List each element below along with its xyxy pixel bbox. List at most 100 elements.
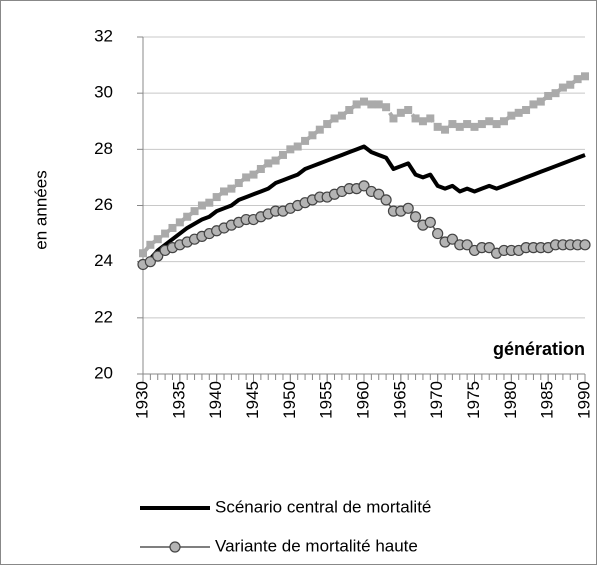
point bbox=[345, 106, 354, 115]
x-tick-label: 1985 bbox=[538, 381, 557, 419]
point bbox=[374, 100, 383, 109]
point bbox=[477, 120, 486, 129]
y-tick-label: 32 bbox=[94, 26, 113, 45]
point bbox=[522, 106, 531, 115]
x-tick-label: 1990 bbox=[574, 381, 593, 419]
point bbox=[448, 120, 457, 129]
point bbox=[139, 249, 147, 258]
point bbox=[470, 122, 479, 131]
x-tick-label: 1960 bbox=[353, 381, 372, 419]
point bbox=[212, 193, 221, 202]
point bbox=[264, 159, 273, 168]
point bbox=[551, 89, 560, 98]
x-tick-label: 1955 bbox=[317, 381, 336, 419]
point bbox=[432, 227, 444, 240]
point bbox=[197, 201, 206, 210]
point bbox=[455, 122, 464, 131]
point bbox=[358, 180, 370, 192]
point bbox=[190, 207, 199, 216]
point bbox=[396, 108, 405, 117]
point bbox=[330, 114, 339, 123]
x-tick-label: 1930 bbox=[132, 381, 151, 419]
point bbox=[380, 194, 392, 206]
point bbox=[566, 80, 575, 89]
point bbox=[315, 125, 324, 134]
point bbox=[499, 117, 508, 126]
point bbox=[441, 125, 450, 134]
point bbox=[536, 97, 545, 106]
point bbox=[337, 111, 346, 120]
point bbox=[461, 239, 473, 251]
y-tick-label: 22 bbox=[94, 307, 113, 326]
point bbox=[278, 150, 287, 159]
point bbox=[409, 211, 422, 223]
point bbox=[544, 91, 553, 100]
point bbox=[183, 212, 192, 221]
point bbox=[286, 145, 295, 154]
point bbox=[404, 106, 413, 115]
point bbox=[411, 114, 420, 123]
x-axis-label: génération bbox=[493, 339, 585, 359]
point bbox=[323, 120, 332, 129]
point bbox=[256, 164, 265, 173]
point bbox=[558, 83, 567, 92]
point bbox=[529, 100, 538, 109]
point bbox=[152, 250, 164, 262]
point bbox=[360, 97, 368, 106]
point bbox=[463, 120, 472, 129]
point bbox=[367, 100, 376, 109]
point bbox=[579, 239, 591, 251]
y-tick-label: 24 bbox=[94, 251, 113, 270]
y-tick-label: 20 bbox=[94, 363, 113, 382]
legend-label: Variante de mortalité haute bbox=[215, 536, 418, 555]
y-tick-label: 28 bbox=[94, 139, 113, 158]
point bbox=[418, 117, 427, 126]
x-tick-label: 1975 bbox=[464, 381, 483, 419]
x-tick-label: 1935 bbox=[169, 381, 188, 419]
point bbox=[402, 202, 414, 214]
point bbox=[373, 188, 385, 200]
point bbox=[433, 122, 442, 131]
point bbox=[424, 216, 436, 228]
y-tick-label: 26 bbox=[94, 195, 113, 214]
point bbox=[161, 229, 170, 238]
point bbox=[293, 142, 302, 151]
point bbox=[483, 242, 495, 254]
point bbox=[382, 103, 391, 112]
point bbox=[446, 233, 458, 245]
y-tick-label: 30 bbox=[94, 83, 113, 102]
y-axis-label: en années bbox=[31, 170, 50, 249]
point bbox=[426, 114, 435, 123]
x-tick-label: 1980 bbox=[501, 381, 520, 419]
point bbox=[301, 136, 310, 145]
point bbox=[205, 198, 214, 207]
point bbox=[144, 256, 156, 268]
point bbox=[168, 223, 177, 232]
point bbox=[389, 114, 398, 123]
point bbox=[308, 131, 317, 140]
point bbox=[227, 184, 236, 193]
x-tick-label: 1970 bbox=[427, 381, 446, 419]
x-tick-label: 1950 bbox=[280, 381, 299, 419]
legend-label: Scénario central de mortalité bbox=[215, 497, 431, 516]
point bbox=[573, 75, 582, 84]
x-tick-label: 1945 bbox=[243, 381, 262, 419]
point bbox=[492, 120, 501, 129]
point bbox=[146, 240, 155, 249]
point bbox=[507, 111, 516, 120]
point bbox=[271, 156, 280, 165]
point bbox=[175, 218, 184, 227]
point bbox=[220, 187, 229, 196]
point bbox=[352, 100, 361, 109]
point bbox=[234, 179, 243, 188]
legend-marker bbox=[169, 541, 181, 553]
point bbox=[249, 170, 258, 179]
point bbox=[581, 72, 589, 81]
point bbox=[153, 235, 162, 244]
point bbox=[514, 108, 523, 117]
point bbox=[242, 173, 251, 182]
x-tick-label: 1965 bbox=[390, 381, 409, 419]
series-line bbox=[141, 144, 586, 267]
point bbox=[485, 117, 494, 126]
